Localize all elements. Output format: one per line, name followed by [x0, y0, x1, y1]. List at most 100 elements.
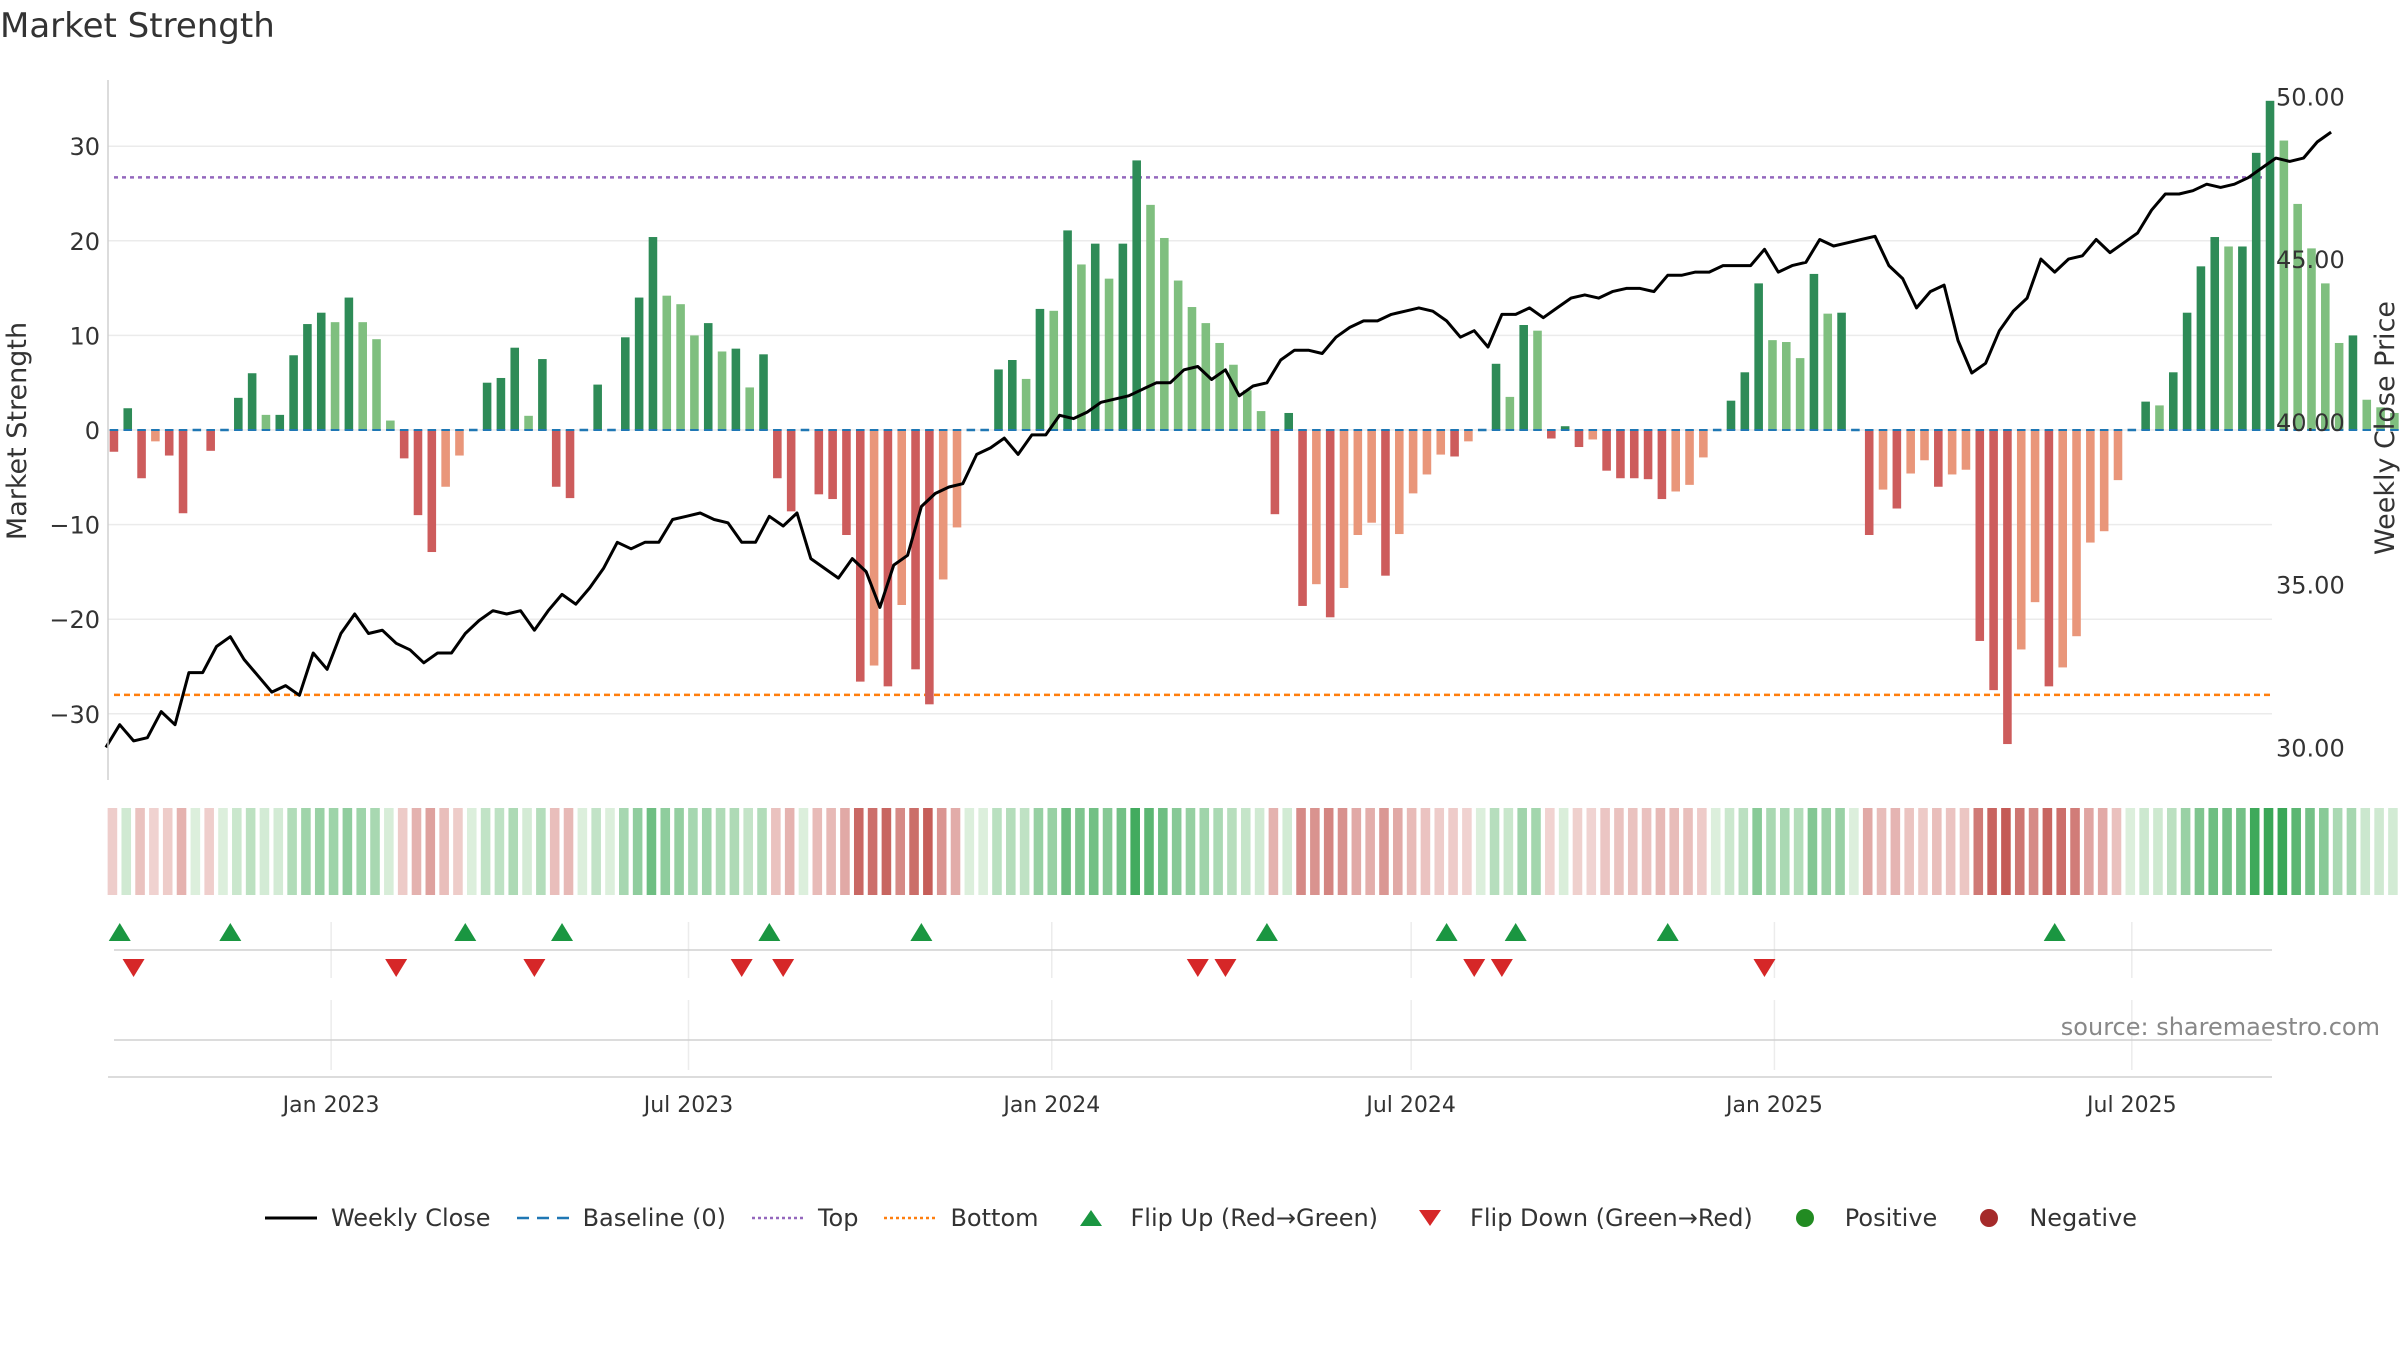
strip-cell — [2125, 808, 2136, 895]
legend-item-bottom: Bottom — [882, 1204, 1039, 1232]
flip-down-marker — [730, 959, 753, 977]
legend-item-top: Top — [750, 1204, 859, 1232]
strength-bar — [2307, 248, 2316, 430]
strip-cell — [646, 808, 657, 895]
strip-cell — [895, 808, 906, 895]
strength-bar — [1961, 430, 1971, 470]
flip-down-marker — [1463, 959, 1486, 977]
strip-cell — [1766, 808, 1776, 895]
flip-up-marker — [910, 923, 933, 941]
strip-cell — [2084, 808, 2094, 895]
strength-bar — [1878, 430, 1888, 490]
strip-cell — [2332, 808, 2343, 895]
strength-bar — [1063, 230, 1072, 430]
strip-cell — [1420, 808, 1431, 895]
strip-cell — [259, 808, 270, 895]
strip-cell — [384, 808, 394, 895]
strip-cell — [909, 808, 919, 895]
strip-cell — [2001, 808, 2011, 895]
strength-bar — [2113, 430, 2123, 481]
strength-bar — [2099, 430, 2109, 532]
strip-cell — [328, 808, 339, 895]
strength-bar — [1339, 430, 1349, 588]
strength-bar — [2168, 372, 2178, 430]
strip-cell — [107, 808, 118, 895]
strength-bar — [1229, 364, 1238, 430]
y-axis-label: Market Strength — [2, 322, 33, 540]
strength-bar — [1270, 430, 1280, 515]
strength-bar — [1547, 430, 1556, 439]
strength-bar — [2224, 246, 2233, 430]
strip-cell — [771, 808, 781, 895]
strip-cell — [743, 808, 753, 895]
flip-up-marker — [108, 923, 131, 941]
strength-bar — [2238, 246, 2247, 430]
strip-cell — [701, 808, 712, 895]
strength-bar — [123, 408, 133, 430]
strip-cell — [715, 808, 726, 895]
strip-cell — [1337, 808, 1348, 895]
strip-cell — [577, 808, 588, 895]
strip-cell — [784, 808, 795, 895]
strength-bar — [1505, 396, 1515, 430]
bottom-legend-icon — [882, 1205, 938, 1231]
legend-label: Top — [817, 1204, 859, 1232]
strength-bar — [1381, 430, 1390, 576]
strength-bar — [1284, 412, 1294, 430]
strength-bar — [137, 430, 146, 479]
strip-cell — [563, 808, 574, 895]
strength-bar — [1795, 358, 1805, 430]
strip-cell — [232, 808, 242, 895]
strength-bar — [2058, 430, 2067, 668]
strip-cell — [1752, 808, 1762, 895]
flip-up-marker — [219, 923, 242, 941]
strip-cell — [536, 808, 546, 895]
strength-bar — [1035, 308, 1045, 430]
legend-item-negative: Negative — [1961, 1204, 2137, 1232]
strip-cell — [1351, 808, 1362, 895]
strip-cell — [2153, 808, 2163, 895]
strength-bar — [1685, 430, 1694, 485]
strip-cell — [1669, 808, 1679, 895]
strip-cell — [1904, 808, 1914, 895]
strip-cell — [1061, 808, 1071, 895]
y-tick-label: 30 — [69, 133, 100, 161]
strip-cell — [923, 808, 933, 895]
strip-cell — [2166, 808, 2177, 895]
strength-bar — [2030, 430, 2040, 603]
legend-item-baseline: Baseline (0) — [515, 1204, 726, 1232]
legend-item-positive: Positive — [1777, 1204, 1937, 1232]
y2-tick-label: 30.00 — [2276, 734, 2345, 762]
strength-bar — [510, 347, 520, 430]
strength-bar — [441, 430, 450, 487]
strip-cell — [480, 808, 491, 895]
strip-cell — [1835, 808, 1845, 895]
strip-cell — [1047, 808, 1058, 895]
strip-cell — [605, 808, 615, 895]
strip-cell — [218, 808, 228, 895]
strength-bar — [883, 430, 893, 687]
x-tick-label: Jul 2024 — [1364, 1093, 1456, 1118]
strength-bar — [330, 322, 340, 430]
y-tick-label: −10 — [49, 512, 100, 540]
flip-markers — [108, 923, 2272, 977]
flip-up-marker — [1435, 923, 1458, 941]
strip-cell — [204, 808, 214, 895]
y-tick-label: −20 — [49, 606, 100, 634]
strip-cell — [660, 808, 671, 895]
strip-cell — [1807, 808, 1818, 895]
strength-bar — [2279, 140, 2289, 431]
strength-bar — [358, 322, 367, 430]
strength-bar — [897, 430, 907, 605]
strip-cell — [2194, 808, 2205, 895]
strip-cell — [1973, 808, 1984, 895]
strength-bar — [496, 377, 506, 430]
strength-bar — [551, 430, 561, 487]
flip-up-marker — [2043, 923, 2066, 941]
strip-cell — [1144, 808, 1154, 895]
strip-cell — [1365, 808, 1375, 895]
strip-cell — [2236, 808, 2246, 895]
strength-bar — [1215, 342, 1224, 430]
strength-bar — [994, 369, 1003, 430]
strength-bar — [1395, 430, 1404, 535]
